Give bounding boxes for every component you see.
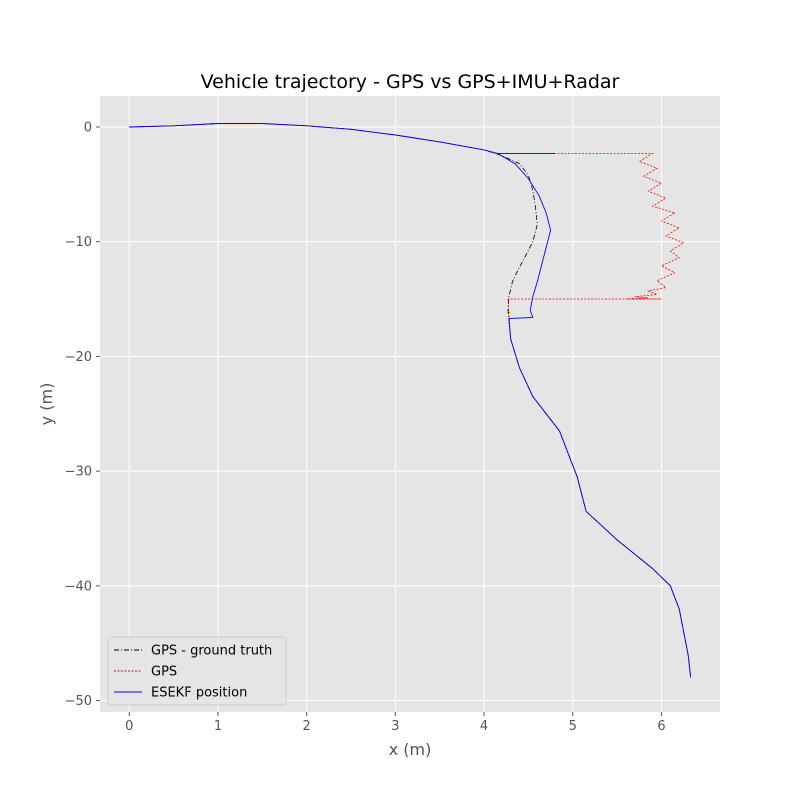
grid-lines: [100, 96, 720, 712]
x-tick-label: 4: [480, 719, 488, 734]
x-tick-label: 0: [125, 719, 133, 734]
y-tick-label: −10: [65, 235, 92, 250]
legend-label: GPS - ground truth: [151, 644, 272, 659]
y-tick-label: −30: [65, 465, 92, 480]
y-axis-label: y (m): [37, 383, 56, 426]
series-layer: [129, 123, 692, 678]
x-tick-label: 3: [391, 719, 399, 734]
legend-box: [107, 636, 287, 706]
legend: GPS - ground truth GPS ESEKF position: [107, 636, 287, 706]
x-axis-label: x (m): [389, 740, 432, 759]
plot-area: [100, 96, 720, 712]
y-tick-label: −20: [65, 350, 92, 365]
x-tick-label: 5: [569, 719, 577, 734]
x-tick-label: 2: [303, 719, 311, 734]
tick-labels: 0 1 2 3 4 5 6 0 −10 −20 −30 −40 −50: [65, 120, 666, 734]
x-tick-label: 6: [657, 719, 665, 734]
x-tick-label: 1: [214, 719, 222, 734]
legend-label: ESEKF position: [151, 686, 247, 701]
y-tick-label: −40: [65, 579, 92, 594]
chart-title: Vehicle trajectory - GPS vs GPS+IMU+Rada…: [201, 71, 620, 93]
legend-label: GPS: [151, 665, 177, 680]
y-tick-label: 0: [84, 120, 92, 135]
y-tick-label: −50: [65, 694, 92, 709]
series-line-esekf-position: [129, 123, 692, 678]
